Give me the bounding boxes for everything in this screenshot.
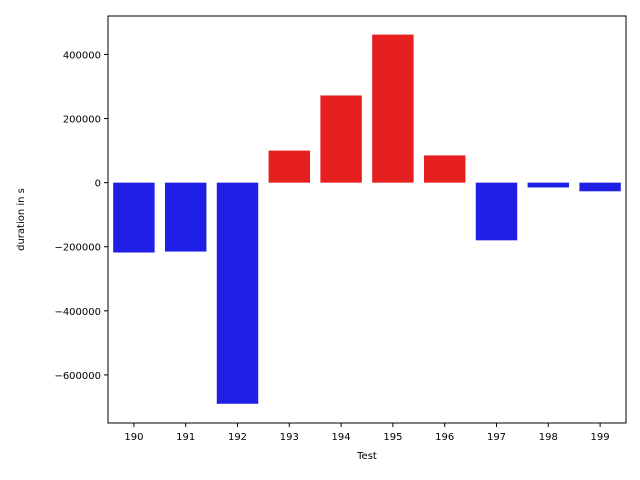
y-axis-label: duration in s [16,188,27,251]
bar-194 [320,95,362,183]
x-axis-label: Test [356,451,377,462]
x-tick-label: 198 [539,432,558,443]
bar-199 [579,182,621,192]
x-tick-label: 196 [435,432,454,443]
y-tick-label: −600000 [54,371,101,382]
x-tick-label: 194 [332,432,351,443]
x-tick-label: 191 [176,432,195,443]
x-tick-label: 197 [487,432,506,443]
bar-198 [527,182,570,188]
y-tick-label: 200000 [63,115,101,126]
y-tick-label: 400000 [63,50,101,61]
bars-group [113,34,621,404]
x-tick-label: 190 [124,432,143,443]
bar-193 [268,150,311,183]
bar-190 [113,182,155,253]
y-axis-ticks: −600000 −400000 −200000 0 200000 400000 [54,50,108,382]
x-axis-ticks: 190 191 192 193 194 195 196 197 198 199 [124,423,610,443]
x-tick-label: 195 [383,432,402,443]
bar-197 [475,182,518,241]
plot-frame [107,15,627,424]
x-tick-label: 192 [228,432,247,443]
bar-195 [372,34,414,183]
y-tick-label: 0 [95,179,101,190]
x-tick-label: 199 [591,432,610,443]
bar-191 [164,182,207,252]
y-tick-label: −400000 [54,307,101,318]
x-tick-label: 193 [280,432,299,443]
bar-192 [216,182,259,404]
bar-196 [423,155,466,183]
y-tick-label: −200000 [54,243,101,254]
